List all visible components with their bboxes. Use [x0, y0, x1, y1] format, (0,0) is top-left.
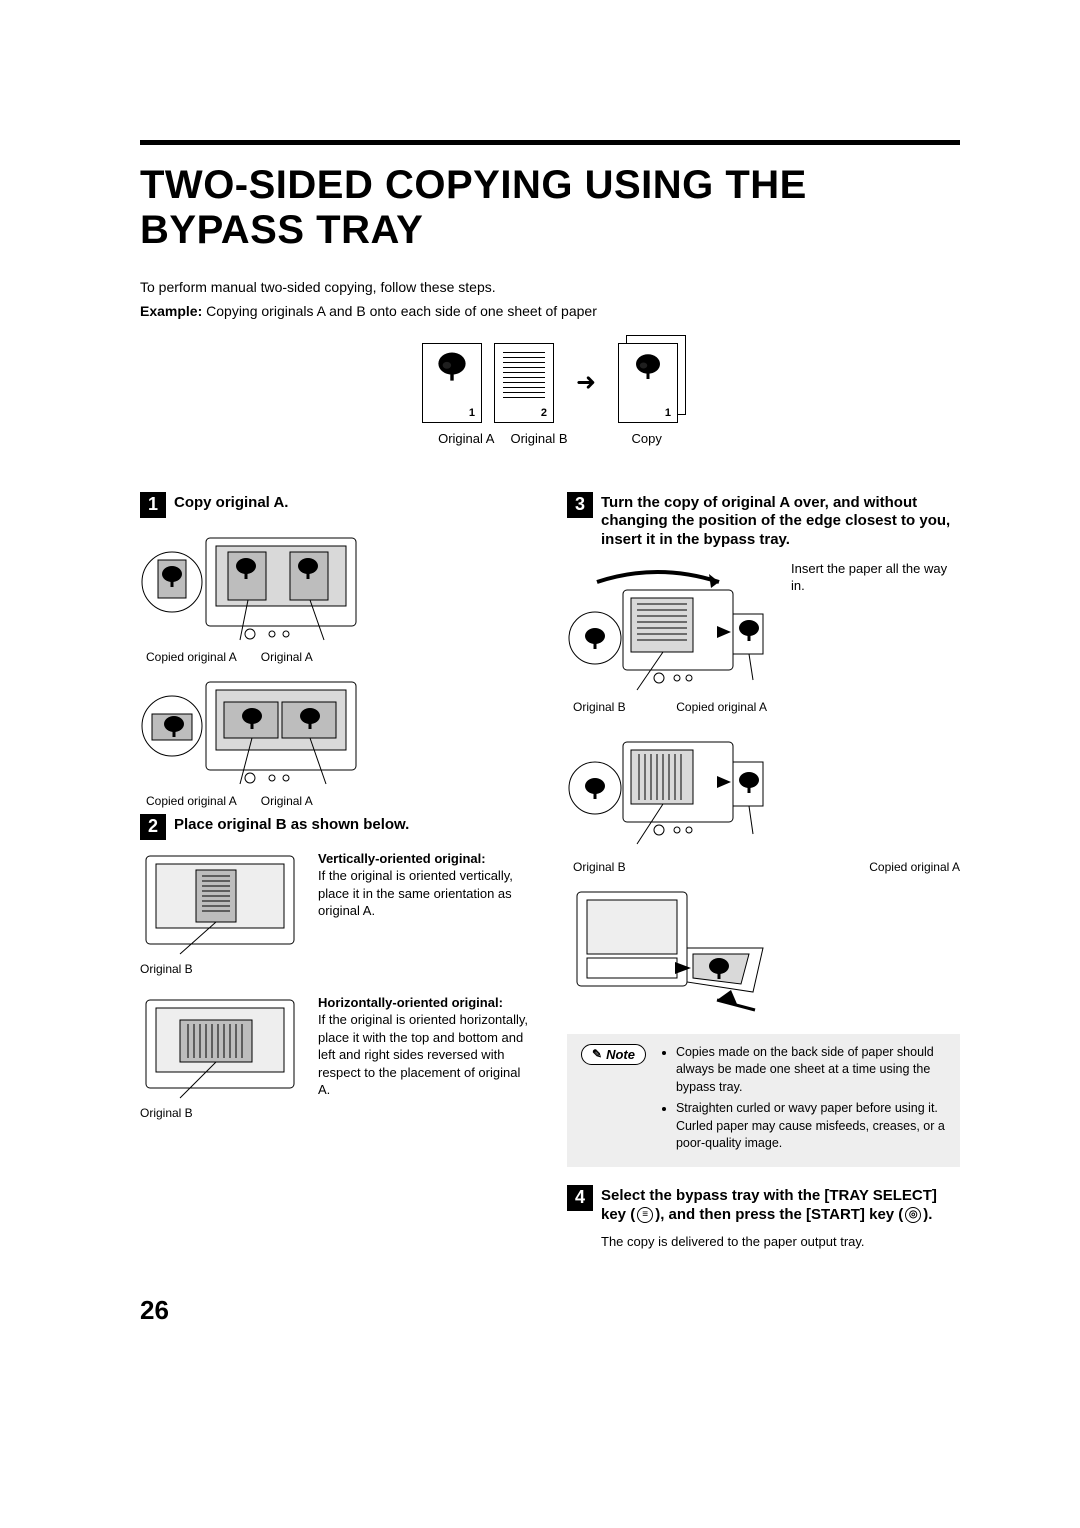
step-4-num: 4	[567, 1185, 593, 1211]
step-3a-right-label: Copied original A	[676, 700, 767, 714]
step-3-diagram-c	[567, 882, 960, 1012]
step-2v-label: Original B	[140, 962, 300, 976]
example-label: Example:	[140, 303, 202, 319]
step-2v-body: If the original is oriented vertically, …	[318, 868, 513, 918]
start-key-icon	[905, 1207, 921, 1223]
note-badge: Note	[581, 1044, 646, 1065]
step-2-num: 2	[140, 814, 166, 840]
step-3-diagram-b: Original B Copied original A	[567, 728, 960, 874]
step-4-title-mid: ), and then press the [START] key (	[655, 1206, 903, 1223]
copy-card: 1	[618, 343, 678, 423]
step-2-title: Place original B as shown below.	[174, 814, 409, 835]
note-label: Note	[606, 1047, 635, 1062]
step-4-result: The copy is delivered to the paper outpu…	[601, 1234, 960, 1249]
step-3b-labels: Original B Copied original A	[567, 860, 960, 874]
step-1a-left-label: Copied original A	[146, 650, 237, 664]
step-3-diagram-a: Original B Copied original A	[567, 568, 767, 714]
step-1-diagram-b: Copied original A Original A	[140, 672, 533, 808]
step-3b-right-label: Copied original A	[869, 860, 960, 874]
original-b-card: 2	[494, 343, 554, 423]
left-column: 1 Copy original A.	[140, 486, 533, 1250]
step-3-title: Turn the copy of original A over, and wi…	[601, 492, 960, 550]
intro-text: To perform manual two-sided copying, fol…	[140, 279, 960, 295]
example-line: Example: Copying originals A and B onto …	[140, 303, 960, 319]
page-number: 26	[140, 1295, 960, 1326]
step-2v-head: Vertically-oriented original:	[318, 851, 486, 866]
label-original-b: Original B	[510, 431, 567, 446]
step-1b-left-label: Copied original A	[146, 794, 237, 808]
step-1b-labels: Copied original A Original A	[140, 794, 533, 808]
step-4-head: 4 Select the bypass tray with the [TRAY …	[567, 1185, 960, 1225]
step-1-title: Copy original A.	[174, 492, 288, 513]
step-2h-label: Original B	[140, 1106, 300, 1120]
step-2-horizontal: Original B Horizontally-oriented origina…	[140, 994, 533, 1120]
step-2h-head: Horizontally-oriented original:	[318, 995, 503, 1010]
right-column: 3 Turn the copy of original A over, and …	[567, 486, 960, 1250]
title-rule	[140, 140, 960, 145]
step-1b-right-label: Original A	[261, 794, 313, 808]
step-2-vertical: Original B Vertically-oriented original:…	[140, 850, 533, 976]
tray-select-key-icon	[637, 1207, 653, 1223]
step-1-diagram-a: Copied original A Original A	[140, 528, 533, 664]
top-illustration: 1 2 ➜ 1	[140, 343, 960, 423]
note-list: Copies made on the back side of paper sh…	[658, 1044, 946, 1157]
step-3a-labels: Original B Copied original A	[567, 700, 767, 714]
step-2-head: 2 Place original B as shown below.	[140, 814, 533, 840]
step-3-head: 3 Turn the copy of original A over, and …	[567, 492, 960, 550]
original-a-card: 1	[422, 343, 482, 423]
arrow-icon: ➜	[576, 368, 596, 397]
step-4-title-post: ).	[923, 1206, 932, 1223]
step-4-title: Select the bypass tray with the [TRAY SE…	[601, 1185, 960, 1225]
page-title: TWO-SIDED COPYING USING THE BYPASS TRAY	[140, 163, 960, 253]
step-1-head: 1 Copy original A.	[140, 492, 533, 518]
step-1-num: 1	[140, 492, 166, 518]
step-2h-body: If the original is oriented horizontally…	[318, 1012, 528, 1097]
note-box: Note Copies made on the back side of pap…	[567, 1034, 960, 1167]
note-item: Copies made on the back side of paper sh…	[676, 1044, 946, 1097]
label-original-a: Original A	[438, 431, 494, 446]
original-a-num: 1	[469, 407, 475, 419]
top-illustration-labels: Original A Original B Copy	[140, 431, 960, 446]
copy-num: 1	[665, 407, 671, 419]
example-text: Copying originals A and B onto each side…	[202, 303, 597, 319]
step-3-sidetext: Insert the paper all the way in.	[791, 560, 960, 595]
step-1a-labels: Copied original A Original A	[140, 650, 533, 664]
label-copy: Copy	[632, 431, 662, 446]
step-1a-right-label: Original A	[261, 650, 313, 664]
step-3a-left-label: Original B	[573, 700, 626, 714]
note-item: Straighten curled or wavy paper before u…	[676, 1100, 946, 1153]
step-3-num: 3	[567, 492, 593, 518]
original-b-num: 2	[541, 407, 547, 419]
step-3b-left-label: Original B	[573, 860, 626, 874]
